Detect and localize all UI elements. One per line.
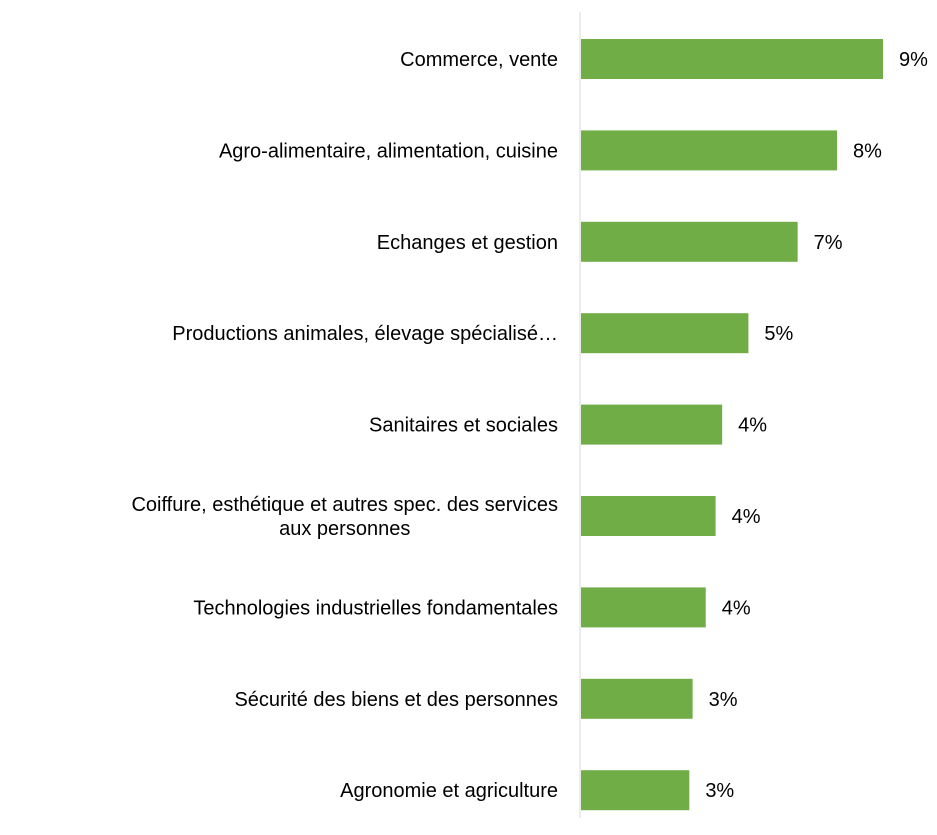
category-label-line: Technologies industrielles fondamentales <box>193 597 558 619</box>
category-label-line: Productions animales, élevage spécialisé… <box>172 323 558 345</box>
category-label-line: Agronomie et agriculture <box>340 780 558 802</box>
bar <box>581 496 716 536</box>
bar <box>581 221 798 262</box>
bar-value-label: 4% <box>738 415 767 437</box>
category-label: Echanges et gestion <box>377 232 558 254</box>
bar <box>581 587 706 628</box>
bar <box>581 404 723 445</box>
category-label: Coiffure, esthétique et autres spec. des… <box>131 494 558 540</box>
category-label-line: Commerce, vente <box>400 49 558 71</box>
bars-layer: 9% Commerce, vente 8% Agro-alimentaire, ali… <box>131 39 928 811</box>
bar <box>581 678 693 719</box>
bar-value-label: 4% <box>722 597 751 619</box>
bar-value-label: 3% <box>705 780 734 802</box>
category-label: Technologies industrielles fondamentales <box>193 597 558 619</box>
category-label-line: Coiffure, esthétique et autres spec. des… <box>131 494 558 516</box>
bar-value-label: 8% <box>853 140 882 162</box>
bar <box>581 130 838 171</box>
bar-value-label: 5% <box>764 323 793 345</box>
category-label-line: aux personnes <box>279 518 410 540</box>
category-label: Commerce, vente <box>400 49 558 71</box>
category-label: Sécurité des biens et des personnes <box>234 689 558 711</box>
bar <box>581 313 749 354</box>
bar-value-label: 4% <box>732 506 761 528</box>
bar <box>581 39 883 79</box>
bar <box>581 770 690 811</box>
category-label: Agro-alimentaire, alimentation, cuisine <box>219 140 558 162</box>
category-label-line: Sécurité des biens et des personnes <box>234 689 558 711</box>
category-label-line: Agro-alimentaire, alimentation, cuisine <box>219 140 558 162</box>
bar-value-label: 3% <box>709 689 738 711</box>
bar-value-label: 9% <box>899 49 928 71</box>
category-label-line: Sanitaires et sociales <box>369 415 558 437</box>
category-label: Sanitaires et sociales <box>369 415 558 437</box>
bar-value-label: 7% <box>814 232 843 254</box>
category-label-line: Echanges et gestion <box>377 232 558 254</box>
category-label: Productions animales, élevage spécialisé… <box>172 323 558 345</box>
category-label: Agronomie et agriculture <box>340 780 558 802</box>
